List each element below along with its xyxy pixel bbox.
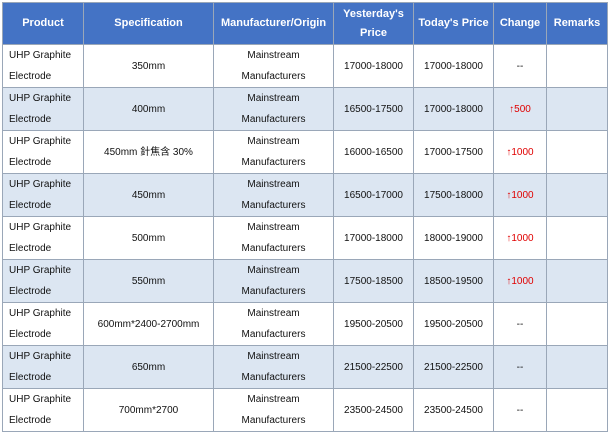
cell-manufacturer: Mainstream Manufacturers: [213, 388, 334, 432]
cell-specification: 550mm: [83, 259, 214, 303]
table-row: UHP Graphite Electrode 450mm 針焦含 30% Mains…: [2, 130, 608, 174]
table-row: UHP Graphite Electrode 600mm*2400-2700mm M…: [2, 302, 608, 346]
cell-today-price: 18000-19000: [413, 216, 494, 260]
cell-yesterday-price: 23500-24500: [333, 388, 414, 432]
cell-change: ↑1000: [493, 259, 547, 303]
cell-today-price: 21500-22500: [413, 345, 494, 389]
cell-change: --: [493, 345, 547, 389]
table-row: UHP Graphite Electrode 450mm Mainstream Ma…: [2, 173, 608, 217]
cell-specification: 400mm: [83, 87, 214, 131]
cell-manufacturer: Mainstream Manufacturers: [213, 216, 334, 260]
cell-manufacturer: Mainstream Manufacturers: [213, 130, 334, 174]
cell-change: --: [493, 302, 547, 346]
cell-product: UHP Graphite Electrode: [2, 87, 84, 131]
cell-specification: 450mm 針焦含 30%: [83, 130, 214, 174]
cell-remarks: [546, 345, 608, 389]
header-remarks: Remarks: [546, 2, 608, 45]
cell-product: UHP Graphite Electrode: [2, 173, 84, 217]
cell-today-price: 17500-18000: [413, 173, 494, 217]
cell-manufacturer: Mainstream Manufacturers: [213, 259, 334, 303]
cell-product: UHP Graphite Electrode: [2, 130, 84, 174]
table-row: UHP Graphite Electrode 550mm Mainstream Ma…: [2, 259, 608, 303]
cell-today-price: 23500-24500: [413, 388, 494, 432]
cell-manufacturer: Mainstream Manufacturers: [213, 173, 334, 217]
cell-yesterday-price: 16000-16500: [333, 130, 414, 174]
cell-today-price: 19500-20500: [413, 302, 494, 346]
cell-product: UHP Graphite Electrode: [2, 302, 84, 346]
cell-today-price: 18500-19500: [413, 259, 494, 303]
cell-remarks: [546, 388, 608, 432]
cell-product: UHP Graphite Electrode: [2, 44, 84, 88]
cell-yesterday-price: 16500-17500: [333, 87, 414, 131]
header-specification: Specification: [83, 2, 214, 45]
cell-today-price: 17000-18000: [413, 87, 494, 131]
cell-remarks: [546, 130, 608, 174]
cell-specification: 700mm*2700: [83, 388, 214, 432]
header-manufacturer: Manufacturer/Origin: [213, 2, 334, 45]
cell-change: ↑1000: [493, 216, 547, 260]
table-row: UHP Graphite Electrode 700mm*2700 Mainstre…: [2, 388, 608, 432]
cell-remarks: [546, 173, 608, 217]
cell-product: UHP Graphite Electrode: [2, 345, 84, 389]
cell-manufacturer: Mainstream Manufacturers: [213, 44, 334, 88]
cell-remarks: [546, 302, 608, 346]
cell-specification: 650mm: [83, 345, 214, 389]
cell-manufacturer: Mainstream Manufacturers: [213, 345, 334, 389]
cell-remarks: [546, 259, 608, 303]
cell-change: ↑1000: [493, 173, 547, 217]
table-row: UHP Graphite Electrode 400mm Mainstream Ma…: [2, 87, 608, 131]
cell-specification: 450mm: [83, 173, 214, 217]
cell-yesterday-price: 17500-18500: [333, 259, 414, 303]
cell-remarks: [546, 44, 608, 88]
cell-yesterday-price: 17000-18000: [333, 216, 414, 260]
cell-today-price: 17000-17500: [413, 130, 494, 174]
cell-yesterday-price: 16500-17000: [333, 173, 414, 217]
table-row: UHP Graphite Electrode 350mm Mainstream Ma…: [2, 44, 608, 88]
cell-product: UHP Graphite Electrode: [2, 259, 84, 303]
cell-manufacturer: Mainstream Manufacturers: [213, 87, 334, 131]
cell-change: --: [493, 388, 547, 432]
cell-product: UHP Graphite Electrode: [2, 216, 84, 260]
header-product: Product: [2, 2, 84, 45]
cell-remarks: [546, 216, 608, 260]
cell-today-price: 17000-18000: [413, 44, 494, 88]
cell-remarks: [546, 87, 608, 131]
cell-yesterday-price: 21500-22500: [333, 345, 414, 389]
header-today-price: Today's Price: [413, 2, 494, 45]
cell-manufacturer: Mainstream Manufacturers: [213, 302, 334, 346]
cell-specification: 350mm: [83, 44, 214, 88]
cell-change: ↑1000: [493, 130, 547, 174]
header-yesterday-price: Yesterday's Price: [333, 2, 414, 45]
table-row: UHP Graphite Electrode 650mm Mainstream Ma…: [2, 345, 608, 389]
cell-product: UHP Graphite Electrode: [2, 388, 84, 432]
table-body: UHP Graphite Electrode 350mm Mainstream Ma…: [2, 44, 608, 432]
cell-specification: 600mm*2400-2700mm: [83, 302, 214, 346]
cell-specification: 500mm: [83, 216, 214, 260]
cell-yesterday-price: 17000-18000: [333, 44, 414, 88]
table-row: UHP Graphite Electrode 500mm Mainstream Ma…: [2, 216, 608, 260]
cell-change: --: [493, 44, 547, 88]
header-row: Product Specification Manufacturer/Origi…: [2, 2, 608, 45]
cell-yesterday-price: 19500-20500: [333, 302, 414, 346]
header-change: Change: [493, 2, 547, 45]
cell-change: ↑500: [493, 87, 547, 131]
